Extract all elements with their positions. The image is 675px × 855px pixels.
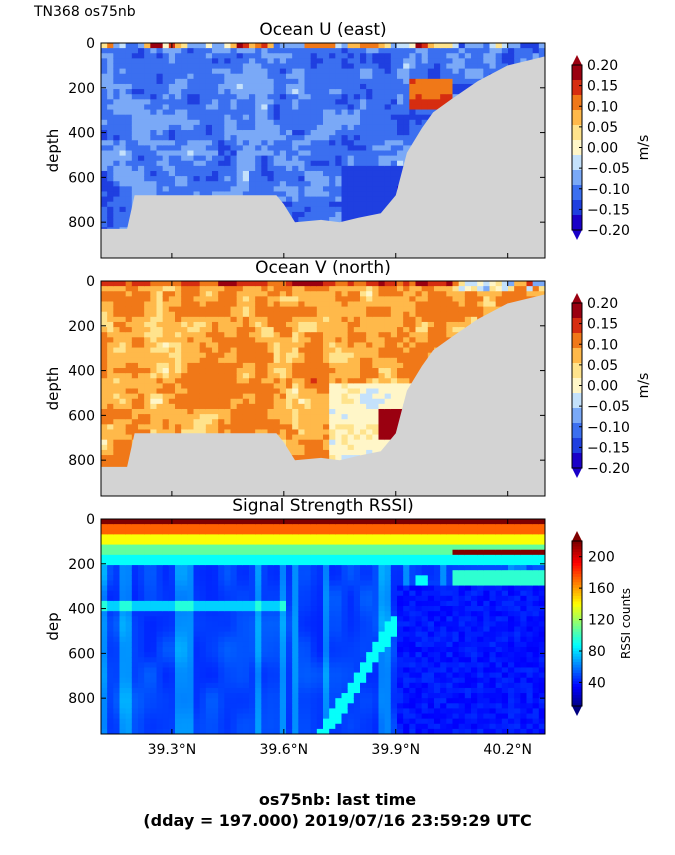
colorbar-tick-label: 0.10 <box>587 99 618 115</box>
y-axis-label: dep <box>44 612 62 640</box>
y-tick-label: 0 <box>86 36 95 52</box>
seafloor-mask <box>101 56 545 258</box>
y-tick-label: 600 <box>68 646 95 662</box>
colorbar: 200 160 120 80 40 RSSI counts <box>571 531 633 716</box>
colorbar-tick-label: 0.15 <box>587 317 618 333</box>
colorbar-tick-label: 0.15 <box>587 79 618 95</box>
colorbar-tick-label: 0.00 <box>587 141 618 157</box>
colorbar-tick-label: −0.05 <box>587 161 630 177</box>
colorbar-tick-label: −0.10 <box>587 420 630 436</box>
axes-frame <box>100 280 546 497</box>
colorbar-tick-label: −0.10 <box>587 182 630 198</box>
colorbar-tick-label: −0.05 <box>587 399 630 415</box>
colorbar-tick-label: −0.15 <box>587 202 630 218</box>
y-tick-label: 0 <box>86 512 95 528</box>
colorbars: 0.20 0.15 0.10 0.05 0.00 −0.05 −0.10 −0.15 −0.20… <box>571 55 652 716</box>
y-tick-label: 600 <box>68 170 95 186</box>
colorbar-tick-label: 80 <box>588 644 606 660</box>
x-tick-label: 39.3°N <box>148 742 197 758</box>
heatmap-cells <box>101 43 545 258</box>
colorbar-tick-label: −0.20 <box>587 461 630 477</box>
colorbar-tick-label: 200 <box>588 550 615 566</box>
heatmap-cells <box>101 519 545 734</box>
y-tick-label: 400 <box>68 126 95 142</box>
colorbar-tick-label: 0.00 <box>587 379 618 395</box>
panel-ocean-u: 0 200 400 600 800 depth <box>44 36 546 259</box>
colorbar-tick-label: 120 <box>588 613 615 629</box>
x-tick-label: 40.2°N <box>483 742 532 758</box>
seafloor-mask <box>101 294 545 496</box>
heatmap-cells <box>101 281 545 496</box>
colorbar-label: m/s <box>636 373 652 399</box>
y-tick-label: 0 <box>86 274 95 290</box>
colorbar-tick-label: −0.20 <box>587 223 630 239</box>
y-tick-label: 600 <box>68 408 95 424</box>
figure-corner-label: TN368 os75nb <box>34 4 136 20</box>
panel-rssi: 0 200 400 600 800 39.3°N 39.6°N 39.9°N 40.2°N dep <box>44 512 546 758</box>
colorbar-tick-label: 0.20 <box>587 296 618 312</box>
colorbar: 0.20 0.15 0.10 0.05 0.00 −0.05 −0.10 −0.15 −0.20… <box>571 293 652 478</box>
footer-title-line1: os75nb: last time <box>258 790 417 809</box>
footer-title-line2: (dday = 197.000) 2019/07/16 23:59:29 UTC <box>143 811 532 830</box>
y-tick-label: 800 <box>68 453 95 469</box>
y-tick-label: 400 <box>68 364 95 380</box>
axes-frame <box>100 518 546 735</box>
colorbar-tick-label: 0.05 <box>587 120 618 136</box>
x-tick-label: 39.9°N <box>371 742 420 758</box>
colorbar-tick-label: 0.20 <box>587 58 618 74</box>
y-tick-label: 400 <box>68 602 95 618</box>
x-tick-label: 39.6°N <box>259 742 308 758</box>
y-axis-label: depth <box>44 129 62 173</box>
figure-canvas: 0 200 400 600 800 depth 0 200 400 600 800 depth 0 2… <box>44 36 652 758</box>
panel-ocean-v: 0 200 400 600 800 depth <box>44 274 546 497</box>
y-tick-label: 200 <box>68 319 95 335</box>
y-tick-label: 200 <box>68 557 95 573</box>
colorbar-tick-label: 0.10 <box>587 337 618 353</box>
axes-frame <box>100 42 546 259</box>
colorbar-tick-label: 160 <box>588 581 615 597</box>
y-tick-label: 200 <box>68 81 95 97</box>
panel-title-rssi: Signal Strength RSSI) <box>232 496 414 516</box>
colorbar-tick-label: 0.05 <box>587 358 618 374</box>
colorbar-label: RSSI counts <box>619 588 633 659</box>
colorbar-tick-label: 40 <box>588 675 606 691</box>
y-axis-label: depth <box>44 367 62 411</box>
colorbar: 0.20 0.15 0.10 0.05 0.00 −0.05 −0.10 −0.15 −0.20… <box>571 55 652 240</box>
colorbar-tick-label: −0.15 <box>587 440 630 456</box>
y-tick-label: 800 <box>68 215 95 231</box>
colorbar-label: m/s <box>636 135 652 161</box>
panel-title-v: Ocean V (north) <box>255 258 391 278</box>
panel-title-u: Ocean U (east) <box>259 20 387 40</box>
y-tick-label: 800 <box>68 691 95 707</box>
